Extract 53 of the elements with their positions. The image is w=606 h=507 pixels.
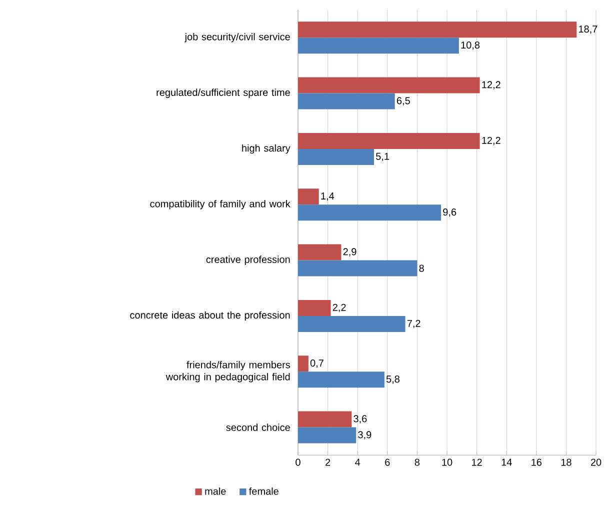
- x-tick-label: 20: [590, 458, 602, 466]
- y-tick-label: concrete ideas about the profession: [130, 311, 290, 321]
- data-label: 8: [419, 264, 424, 272]
- data-label: 7,2: [407, 320, 420, 328]
- y-tick-label: compatibility of family and work: [150, 200, 290, 210]
- data-label: 5,8: [386, 376, 400, 384]
- bar: [298, 132, 480, 149]
- y-tick-label: friends/family members working in pedagogical field: [166, 360, 290, 382]
- data-label: 9,6: [443, 208, 456, 217]
- data-label: 12,2: [482, 81, 500, 90]
- bar: [298, 300, 331, 316]
- x-tick-label: 12: [472, 458, 482, 466]
- bar: [298, 188, 319, 205]
- bar: [298, 204, 442, 221]
- bar: [298, 356, 308, 372]
- data-label: 12,2: [482, 136, 500, 146]
- data-label: 18,7: [578, 26, 598, 34]
- data-label: 10,8: [461, 42, 480, 50]
- bar: [298, 93, 395, 110]
- bar: [298, 148, 374, 165]
- data-label: 2,2: [332, 304, 346, 312]
- x-tick-label: 2: [326, 458, 330, 466]
- bar: [298, 22, 577, 38]
- y-tick-label: regulated/sufficient spare time: [156, 88, 290, 98]
- data-label: 6,5: [396, 97, 410, 106]
- y-tick-label: second choice: [226, 424, 290, 431]
- bar: [298, 77, 480, 94]
- bar: [298, 38, 459, 54]
- bar: [298, 260, 418, 276]
- y-tick-label: creative profession: [206, 256, 290, 265]
- bar: [298, 372, 384, 388]
- bar: [298, 316, 406, 332]
- data-label: 2,9: [343, 248, 356, 256]
- data-label: 3,9: [358, 431, 372, 440]
- y-tick-label: job security/civil service: [184, 32, 290, 42]
- legend-label: male: [205, 487, 226, 495]
- x-tick-label: 14: [502, 458, 512, 466]
- data-label: 0,7: [310, 360, 324, 368]
- bar: [298, 427, 356, 444]
- y-tick-label: high salary: [242, 144, 290, 154]
- data-label: 5,1: [376, 152, 390, 162]
- bar: [298, 411, 352, 428]
- data-label: 3,6: [354, 415, 367, 424]
- x-tick-label: 10: [442, 458, 452, 466]
- data-label: 1,4: [321, 192, 334, 201]
- x-tick-label: 8: [414, 458, 420, 466]
- bar: [298, 244, 342, 260]
- x-tick-label: 4: [355, 458, 360, 466]
- x-tick-label: 18: [561, 458, 572, 466]
- x-tick-label: 6: [385, 458, 390, 466]
- x-tick-label: 16: [532, 458, 542, 466]
- x-tick-label: 0: [296, 458, 300, 466]
- legend-label: female: [249, 487, 278, 495]
